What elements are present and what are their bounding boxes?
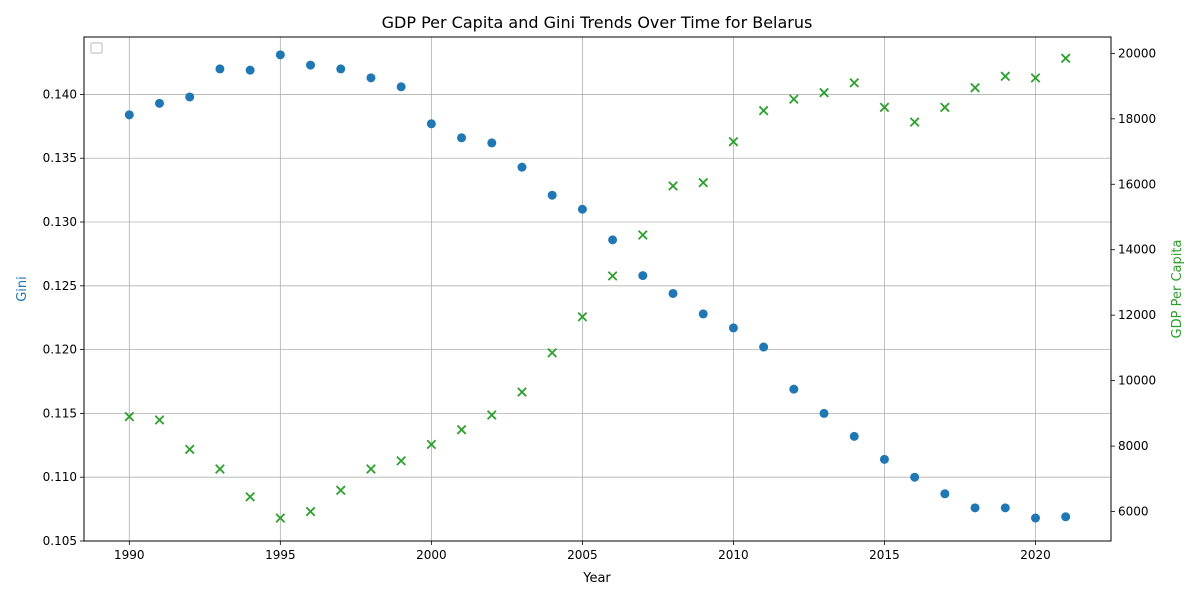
y-left-tick-label: 0.105 [43,534,77,548]
gini-point [487,138,497,148]
gini-point [366,73,376,83]
gini-point [698,309,708,319]
gini-point [306,60,316,70]
x-tick-label: 2020 [1020,548,1051,562]
gini-point [789,384,799,394]
x-tick-label: 1990 [114,548,145,562]
gini-point [245,65,255,75]
gini-point [457,133,467,143]
gini-point [396,82,406,92]
x-tick-label: 1995 [265,548,296,562]
gini-point [577,204,587,214]
gdp-point [758,105,769,116]
y-right-tick-label: 10000 [1118,374,1156,388]
gdp-point [970,82,980,93]
gini-point [879,454,889,464]
y-left-tick-label: 0.115 [43,406,77,420]
gini-point [155,98,165,108]
gdp-point [184,444,195,455]
y-right-tick-label: 18000 [1118,112,1156,126]
gini-point [426,119,436,129]
grid [84,37,1111,542]
legend-box [90,42,103,54]
gini-point [668,288,678,298]
gdp-point [668,181,678,191]
y-left-tick-label: 0.120 [43,343,77,357]
y-right-tick-label: 8000 [1118,439,1149,453]
x-tick-label: 2015 [869,548,900,562]
gini-point [517,162,527,172]
x-tick-label: 2005 [567,548,598,562]
gini-point [1030,513,1040,523]
gdp-point [849,77,860,88]
gdp-point [728,136,739,147]
x-axis-label: Year [582,571,611,586]
gdp-point [698,177,709,188]
gini-point [608,235,618,245]
gdp-point [154,415,165,425]
gini-point [124,110,134,120]
y-left-tick-label: 0.125 [43,279,77,293]
gini-point [336,64,346,74]
gini-point [215,64,225,74]
gini-point [547,190,557,200]
y-left-tick-label: 0.110 [43,470,77,484]
y-axis-right-label: GDP Per Capita [1170,240,1185,339]
gdp-point [1060,53,1071,64]
axes: 1990 1995 2000 2005 2010 2015 2020 0.105 0.110 0.… [43,46,1157,562]
gini-point [849,431,859,441]
gdp-point [940,102,950,113]
data-marks [124,50,1071,523]
x-tick-label: 2000 [416,548,447,562]
gdp-point [789,94,799,105]
gdp-point [1000,71,1011,82]
gdp-point [819,87,829,98]
gdp-point [486,410,497,420]
gini-point [819,408,829,418]
gdp-point [245,491,255,502]
gini-point [759,342,769,352]
y-left-tick-label: 0.135 [43,151,77,165]
gdp-point [909,117,920,127]
gdp-point [335,485,346,496]
gini-point [910,472,920,482]
gini-point [940,489,950,499]
gdp-point [275,513,286,523]
gdp-point [577,311,588,322]
plot-frame [83,36,1112,542]
y-right-tick-label: 16000 [1118,177,1156,191]
gini-point [275,50,285,60]
gdp-point [396,455,406,466]
gini-point [970,503,980,513]
gdp-point [637,230,648,240]
y-left-tick-label: 0.140 [43,87,77,101]
gdp-point [547,347,558,358]
y-right-tick-label: 20000 [1118,46,1156,60]
gdp-point [456,424,467,435]
gini-point [1061,512,1071,522]
gdp-point [124,411,135,422]
y-right-tick-label: 14000 [1118,243,1156,257]
gini-point [185,92,195,102]
gdp-point [1030,73,1041,83]
gdp-point [517,387,527,397]
y-left-tick-label: 0.130 [43,215,77,229]
gini-point [638,271,648,281]
chart-title: GDP Per Capita and Gini Trends Over Time… [382,13,813,32]
gini-point [728,323,738,333]
gdp-point [426,439,437,450]
y-axis-left-label: Gini [15,276,30,302]
gdp-point [366,464,376,474]
gdp-point [879,102,890,113]
y-right-tick-label: 6000 [1118,505,1149,519]
gdp-point [215,464,225,474]
x-tick-label: 2010 [718,548,749,562]
gdp-point [607,271,618,281]
gini-point [1000,503,1010,513]
y-right-tick-label: 12000 [1118,308,1156,322]
gdp-point [305,506,316,517]
